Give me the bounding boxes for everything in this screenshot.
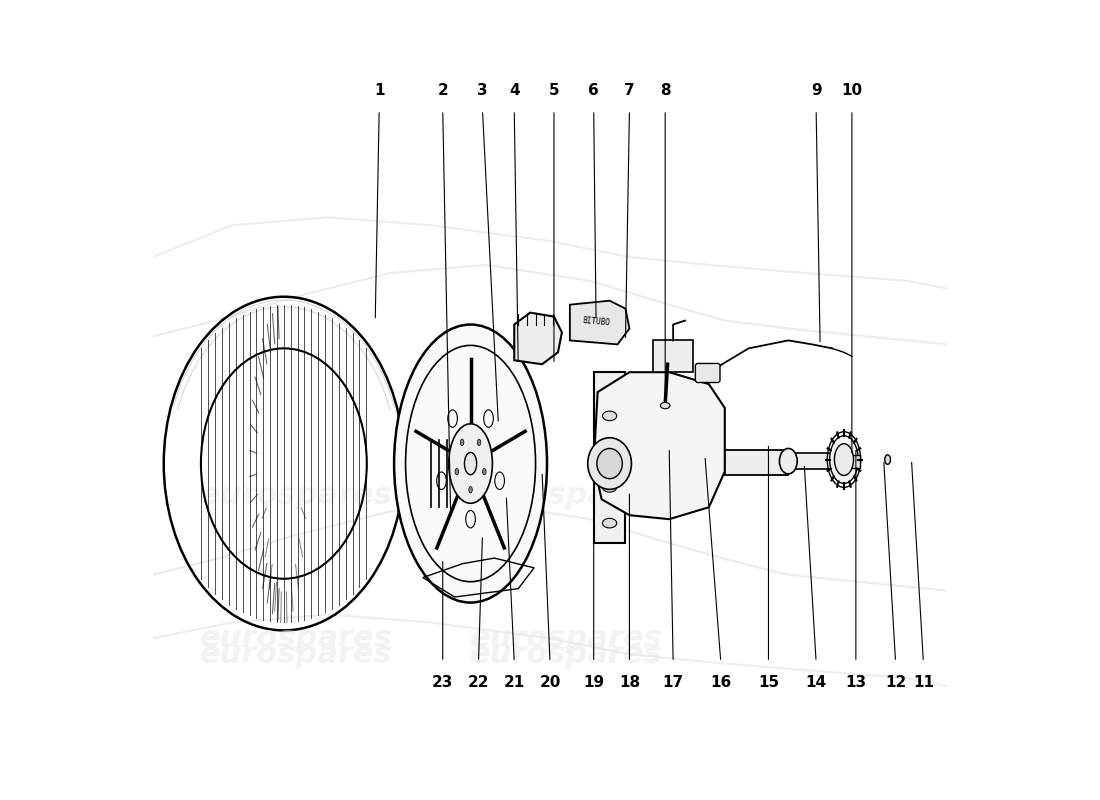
- Text: 10: 10: [842, 82, 862, 98]
- Ellipse shape: [603, 447, 617, 457]
- Text: 7: 7: [624, 82, 635, 98]
- Ellipse shape: [455, 469, 459, 475]
- Text: 3: 3: [477, 82, 487, 98]
- Ellipse shape: [603, 411, 617, 421]
- Bar: [840, 455, 860, 467]
- Bar: [725, 450, 789, 475]
- Text: 6: 6: [588, 82, 600, 98]
- Ellipse shape: [603, 482, 617, 492]
- Text: eurospares: eurospares: [199, 640, 393, 669]
- Text: 18: 18: [619, 674, 640, 690]
- Ellipse shape: [835, 444, 854, 475]
- Ellipse shape: [603, 518, 617, 528]
- Ellipse shape: [477, 439, 481, 446]
- Ellipse shape: [830, 438, 857, 482]
- FancyBboxPatch shape: [695, 363, 721, 382]
- Bar: [653, 341, 693, 372]
- Ellipse shape: [449, 424, 493, 503]
- Text: 15: 15: [758, 674, 779, 690]
- Text: eurospares: eurospares: [199, 624, 393, 653]
- Polygon shape: [594, 372, 725, 519]
- Text: 8: 8: [660, 82, 671, 98]
- Polygon shape: [570, 301, 629, 344]
- Ellipse shape: [597, 449, 623, 478]
- Polygon shape: [594, 372, 626, 543]
- Ellipse shape: [483, 469, 486, 475]
- Ellipse shape: [495, 472, 505, 490]
- Ellipse shape: [394, 325, 547, 602]
- Ellipse shape: [780, 449, 798, 474]
- Text: eurospares: eurospares: [470, 640, 662, 669]
- Text: 19: 19: [583, 674, 604, 690]
- Text: 14: 14: [805, 674, 827, 690]
- Ellipse shape: [464, 453, 476, 474]
- Ellipse shape: [660, 402, 670, 409]
- Text: 21: 21: [504, 674, 525, 690]
- Text: 13: 13: [845, 674, 867, 690]
- Ellipse shape: [884, 455, 891, 464]
- Text: 9: 9: [811, 82, 822, 98]
- Ellipse shape: [484, 410, 493, 427]
- Ellipse shape: [829, 436, 858, 483]
- Ellipse shape: [469, 486, 472, 493]
- Text: 20: 20: [539, 674, 561, 690]
- Text: eurospares: eurospares: [470, 624, 662, 653]
- Text: 22: 22: [468, 674, 490, 690]
- Text: 4: 4: [509, 82, 519, 98]
- Ellipse shape: [465, 510, 475, 528]
- Ellipse shape: [437, 472, 447, 490]
- Bar: [789, 454, 840, 469]
- Text: 1: 1: [374, 82, 384, 98]
- Text: eurospares: eurospares: [470, 481, 662, 510]
- Text: 12: 12: [886, 674, 906, 690]
- Ellipse shape: [448, 410, 458, 427]
- Text: 2: 2: [438, 82, 448, 98]
- Text: 11: 11: [913, 674, 934, 690]
- Ellipse shape: [460, 439, 464, 446]
- Text: BITUBO: BITUBO: [582, 317, 610, 328]
- Text: 17: 17: [662, 674, 684, 690]
- Polygon shape: [515, 313, 562, 364]
- Text: 16: 16: [711, 674, 732, 690]
- Text: 5: 5: [549, 82, 559, 98]
- Ellipse shape: [587, 438, 631, 490]
- Text: eurospares: eurospares: [199, 481, 393, 510]
- Text: 23: 23: [432, 674, 453, 690]
